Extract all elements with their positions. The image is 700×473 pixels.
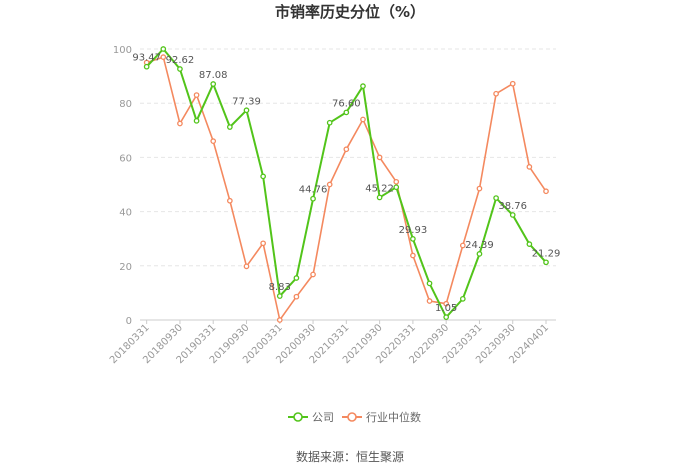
data-label: 93.47 (132, 53, 161, 64)
y-tick-label: 60 (119, 153, 132, 164)
data-point[interactable] (543, 188, 549, 195)
data-point[interactable] (360, 116, 366, 123)
data-label: 44.76 (299, 185, 328, 196)
data-point[interactable] (293, 275, 300, 281)
data-point[interactable] (177, 120, 183, 127)
data-point[interactable] (526, 164, 533, 170)
data-point[interactable] (193, 92, 200, 98)
data-label: 1.05 (435, 303, 457, 314)
y-tick-label: 100 (113, 45, 132, 56)
y-tick-label: 20 (119, 262, 132, 273)
legend-item-1[interactable]: 行业中位数 (342, 410, 421, 424)
y-tick-label: 40 (119, 208, 132, 219)
grid (140, 48, 556, 267)
series-layer (143, 46, 549, 323)
data-point[interactable] (493, 90, 499, 97)
data-point[interactable] (393, 184, 400, 191)
legend-marker (293, 412, 303, 422)
series-line-0 (145, 47, 547, 319)
data-point[interactable] (260, 240, 266, 247)
data-point[interactable] (160, 54, 167, 60)
legend-label: 公司 (312, 411, 334, 424)
data-point[interactable] (276, 293, 283, 299)
data-point[interactable] (526, 241, 533, 247)
data-label: 8.83 (269, 282, 291, 293)
data-labels: 93.47 92.62 87.08 77.39 8.83 44.76 76.60 45.22 2… (132, 53, 560, 314)
data-point[interactable] (343, 109, 350, 116)
chart-title: 市销率历史分位（%） (275, 3, 425, 21)
data-point[interactable] (260, 173, 266, 180)
data-point[interactable] (393, 178, 400, 185)
data-point[interactable] (410, 252, 416, 259)
source-note: 数据来源：恒生聚源 (296, 449, 404, 464)
data-point[interactable] (376, 194, 383, 201)
data-point[interactable] (243, 107, 250, 114)
data-label: 92.62 (166, 55, 195, 66)
data-point[interactable] (210, 81, 217, 87)
data-label: 21.29 (532, 248, 561, 259)
data-point[interactable] (210, 138, 217, 144)
data-label: 76.60 (332, 98, 361, 109)
data-point[interactable] (177, 66, 183, 72)
legend-label: 行业中位数 (366, 410, 421, 424)
data-point[interactable] (143, 63, 150, 70)
data-label: 24.39 (465, 240, 494, 251)
data-point[interactable] (443, 314, 450, 321)
data-label: 77.39 (232, 96, 261, 107)
y-tick-label: 0 (126, 316, 132, 327)
data-point[interactable] (509, 80, 516, 87)
data-point[interactable] (459, 242, 466, 249)
data-point[interactable] (509, 212, 516, 218)
data-point[interactable] (376, 154, 383, 161)
y-axis: 0 20 40 60 80 100 (113, 45, 132, 327)
data-point[interactable] (360, 83, 366, 89)
data-point[interactable] (443, 300, 450, 307)
data-point[interactable] (426, 280, 433, 287)
y-tick-label: 80 (119, 99, 132, 110)
legend-item-0[interactable]: 公司 (288, 411, 334, 424)
legend[interactable]: 公司 行业中位数 (288, 410, 421, 424)
data-point[interactable] (243, 263, 250, 270)
data-point[interactable] (326, 119, 333, 126)
data-point[interactable] (476, 251, 483, 257)
data-label: 29.93 (399, 225, 428, 236)
data-point[interactable] (193, 117, 200, 124)
data-point[interactable] (343, 146, 350, 153)
data-point[interactable] (160, 46, 167, 52)
data-point[interactable] (310, 271, 316, 278)
data-point[interactable] (493, 195, 499, 201)
data-point[interactable] (459, 296, 466, 302)
data-point[interactable] (276, 317, 283, 323)
data-point[interactable] (227, 124, 233, 130)
data-point[interactable] (426, 298, 433, 304)
data-point[interactable] (543, 259, 549, 266)
legend-marker (347, 412, 357, 422)
data-label: 45.22 (365, 183, 394, 194)
data-point[interactable] (326, 181, 333, 188)
data-label: 38.76 (498, 201, 527, 212)
data-point[interactable] (476, 185, 483, 192)
data-label: 87.08 (199, 70, 228, 81)
data-point[interactable] (410, 236, 416, 242)
x-axis: 2018033120180930201903312019093020200331… (108, 319, 556, 366)
data-point[interactable] (227, 197, 233, 204)
data-point[interactable] (310, 195, 316, 202)
data-point[interactable] (293, 293, 300, 300)
